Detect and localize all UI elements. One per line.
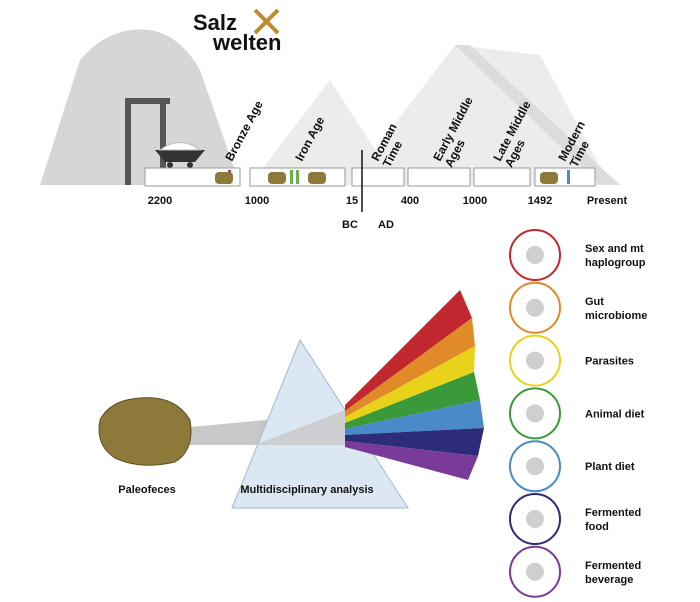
spectrum xyxy=(345,290,484,480)
mountain xyxy=(250,45,610,185)
analysis-label-line: beverage xyxy=(585,574,633,586)
mine-beam xyxy=(125,98,170,104)
spectrum-band xyxy=(345,290,472,411)
wheel xyxy=(187,162,193,168)
salt xyxy=(158,142,202,151)
logo-icon xyxy=(253,8,280,35)
mountain xyxy=(455,45,620,185)
prism-label: Multidisciplinary analysis xyxy=(240,484,373,496)
spectrum-band xyxy=(345,400,484,435)
timeline-ticks: 2200 1000 15 400 1000 1492 Present xyxy=(148,195,628,207)
icon-glyph xyxy=(526,351,544,370)
era-label: ModernTime xyxy=(555,119,599,170)
analysis-label: Animal diet xyxy=(585,408,645,420)
analysis-label-line: microbiome xyxy=(585,310,647,322)
analysis-label-line: food xyxy=(585,521,609,533)
mine-post xyxy=(160,100,166,185)
icon-glyph xyxy=(526,298,544,317)
mountain xyxy=(40,29,240,185)
analysis-label-line: haplogroup xyxy=(585,257,646,269)
tick-label: 1492 xyxy=(528,195,552,207)
analysis-label: Fermented food xyxy=(585,507,641,533)
tick-label: 400 xyxy=(401,195,419,207)
timeline-segment xyxy=(473,167,531,187)
icon-glyph xyxy=(526,457,544,476)
analysis-label-line: Fermented xyxy=(585,560,641,572)
era-marker: AD xyxy=(378,219,394,231)
spectrum-band xyxy=(345,428,484,456)
analysis-label: Sex and mt haplogroup xyxy=(585,243,646,269)
spectrum-band xyxy=(345,346,475,423)
analysis-label-line: Fermented xyxy=(585,507,641,519)
spectrum-band xyxy=(345,441,478,480)
icon-glyph xyxy=(526,562,544,581)
timeline-segment xyxy=(407,167,471,187)
icon-glyph xyxy=(526,404,544,423)
analysis-list: Sex and mt haplogroup Gut microbiome Parasit… xyxy=(509,229,647,598)
timeline xyxy=(144,167,596,187)
tick-label: 2200 xyxy=(148,195,172,207)
icon-glyph xyxy=(526,510,544,528)
period-marker xyxy=(567,170,570,184)
source-label: Paleofeces xyxy=(118,484,175,496)
mine-post xyxy=(125,100,131,185)
analysis-label: Parasites xyxy=(585,356,634,368)
period-marker xyxy=(296,170,299,184)
logo-text: Salz xyxy=(193,10,237,35)
sample-image xyxy=(268,172,286,184)
period-marker xyxy=(290,170,293,184)
analysis-label-line: Gut xyxy=(585,296,604,308)
era-label-line: Bronze Age xyxy=(222,98,266,163)
paleofeces-image xyxy=(98,397,192,466)
analysis-label: Plant diet xyxy=(585,461,635,473)
logo-text: welten xyxy=(212,30,281,55)
sample-image xyxy=(540,172,558,184)
tick-label: 15 xyxy=(346,195,358,207)
spectrum-band xyxy=(345,318,475,417)
sample-image xyxy=(215,172,233,184)
sample-image xyxy=(308,172,326,184)
icon-glyph xyxy=(526,246,544,264)
tick-label: 1000 xyxy=(245,195,269,207)
tick-label: 1000 xyxy=(463,195,487,207)
analysis-label: Fermented beverage xyxy=(585,560,641,586)
timeline-segment xyxy=(351,167,405,187)
tick-label: Present xyxy=(587,195,628,207)
spectrum-band xyxy=(345,372,480,429)
analysis-label-line: Parasites xyxy=(585,356,634,368)
analysis-label-line: Plant diet xyxy=(585,461,635,473)
era-marker: BC xyxy=(342,219,358,231)
analysis-label: Gut microbiome xyxy=(585,296,647,322)
light-beam xyxy=(255,410,350,445)
mine-cart xyxy=(155,150,205,162)
analysis-label-line: Sex and mt xyxy=(585,243,644,255)
wheel xyxy=(167,162,173,168)
era-label: Bronze Age xyxy=(222,98,266,163)
analysis-label-line: Animal diet xyxy=(585,408,645,420)
